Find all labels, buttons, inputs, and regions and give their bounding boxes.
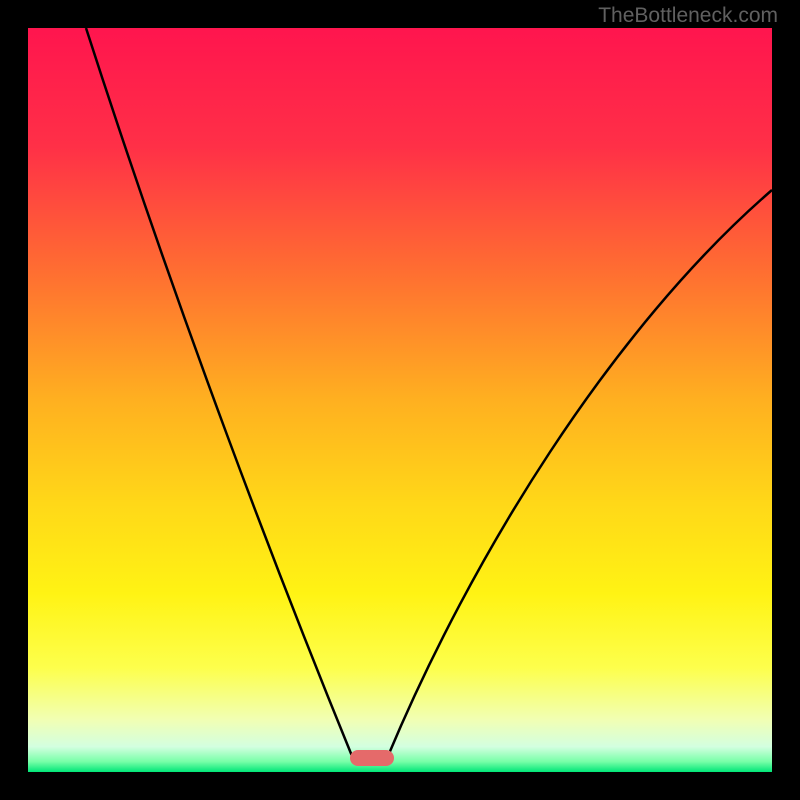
right-curve xyxy=(388,190,772,756)
bottleneck-marker xyxy=(350,750,394,766)
left-curve xyxy=(86,28,352,756)
curve-overlay xyxy=(0,0,800,800)
watermark-text: TheBottleneck.com xyxy=(598,4,778,28)
